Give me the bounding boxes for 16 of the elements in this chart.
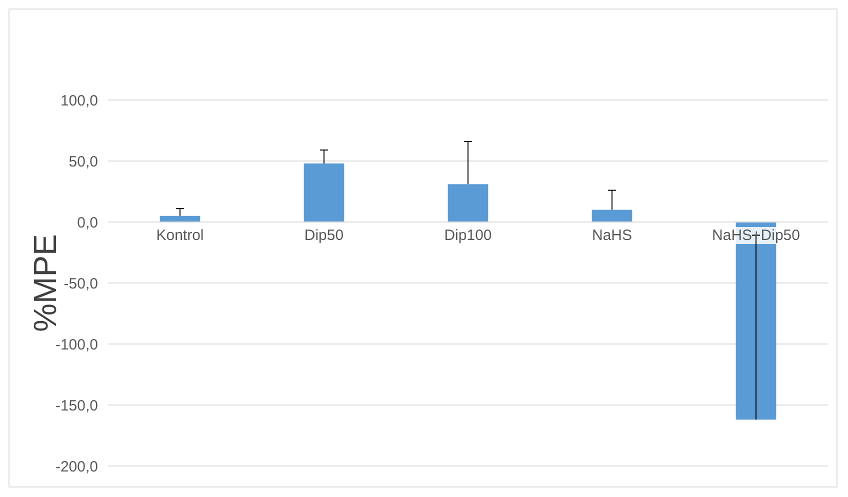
y-tick-label: -100,0 <box>55 336 98 354</box>
y-tick-label: 0,0 <box>77 214 98 232</box>
bar <box>592 210 632 222</box>
bar <box>304 163 344 222</box>
x-tick-label: NaHS <box>592 227 632 244</box>
y-tick-label: -200,0 <box>55 458 98 476</box>
y-axis-title: %MPE <box>27 234 63 332</box>
x-tick-label: Dip100 <box>444 227 492 244</box>
y-tick-label: 100,0 <box>60 92 98 110</box>
x-tick-label: NaHS+Dip50 <box>712 227 800 244</box>
x-tick-label: Kontrol <box>156 227 204 244</box>
y-tick-label: -150,0 <box>55 397 98 414</box>
y-tick-label: -50,0 <box>64 275 98 292</box>
y-tick-label: 50,0 <box>68 153 98 170</box>
bar <box>448 184 488 222</box>
x-tick-label: Dip50 <box>304 227 344 244</box>
